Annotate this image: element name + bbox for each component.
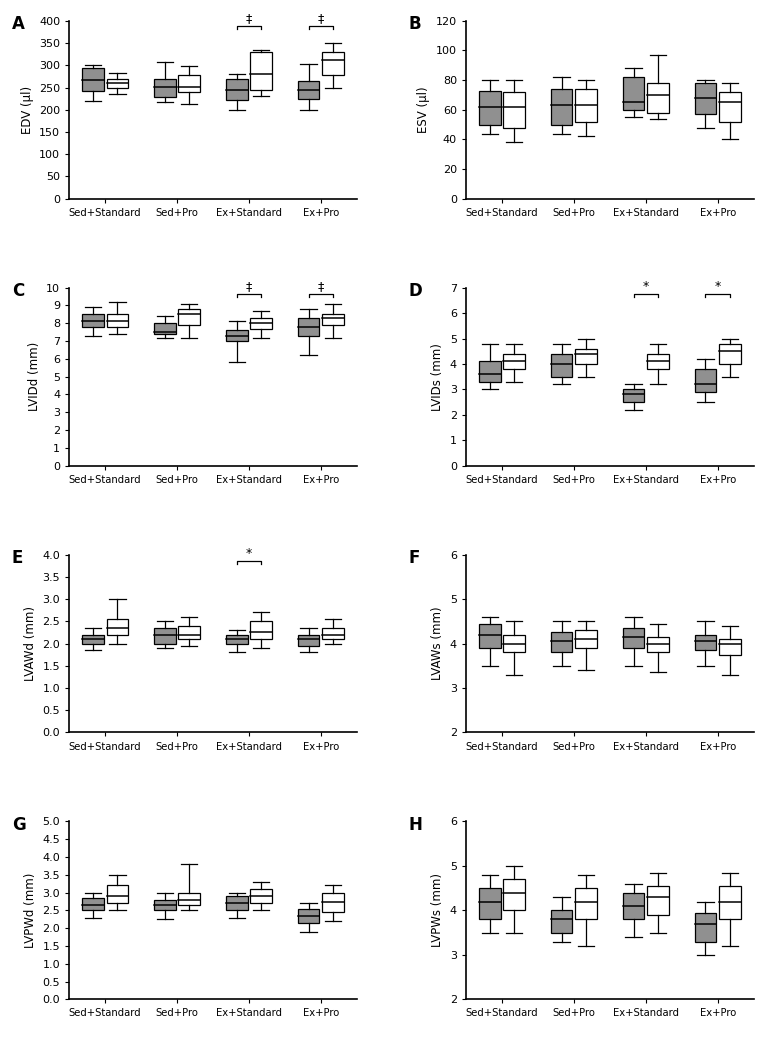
Bar [551, 911, 572, 933]
Text: ‡: ‡ [246, 280, 252, 293]
Bar [82, 314, 104, 327]
Text: *: * [714, 280, 721, 294]
Text: ‡: ‡ [318, 280, 324, 293]
Text: H: H [408, 816, 422, 834]
Bar [719, 344, 741, 364]
Text: F: F [408, 550, 420, 567]
Bar [178, 626, 200, 639]
Y-axis label: LVIDs (mm): LVIDs (mm) [431, 342, 444, 410]
Bar [575, 888, 597, 919]
Y-axis label: LVAWs (mm): LVAWs (mm) [431, 607, 444, 681]
Bar [647, 83, 669, 112]
Bar [251, 621, 272, 639]
Text: ‡: ‡ [246, 12, 252, 25]
Bar [251, 889, 272, 904]
Bar [322, 628, 344, 639]
Bar [226, 896, 248, 911]
Bar [575, 630, 597, 648]
Bar [504, 635, 525, 653]
Bar [82, 635, 104, 643]
Bar [575, 349, 597, 364]
Bar [504, 354, 525, 369]
Bar [251, 318, 272, 329]
Text: D: D [408, 282, 422, 301]
Bar [107, 619, 128, 635]
Bar [479, 888, 501, 919]
Text: ‡: ‡ [318, 12, 324, 25]
Y-axis label: ESV (μl): ESV (μl) [418, 86, 431, 133]
Y-axis label: EDV (μl): EDV (μl) [21, 85, 34, 134]
Bar [251, 52, 272, 90]
Bar [178, 75, 200, 92]
Bar [647, 886, 669, 915]
Y-axis label: LVAWd (mm): LVAWd (mm) [24, 606, 37, 681]
Bar [322, 892, 344, 912]
Bar [82, 69, 104, 91]
Bar [694, 369, 716, 391]
Text: B: B [408, 16, 421, 33]
Bar [551, 354, 572, 377]
Bar [551, 90, 572, 125]
Bar [623, 628, 644, 648]
Bar [298, 909, 319, 923]
Bar [719, 92, 741, 122]
Bar [298, 318, 319, 336]
Bar [504, 880, 525, 911]
Bar [719, 886, 741, 919]
Bar [322, 52, 344, 75]
Bar [551, 632, 572, 653]
Text: A: A [12, 16, 25, 33]
Y-axis label: LVIDd (mm): LVIDd (mm) [28, 342, 41, 411]
Bar [322, 314, 344, 325]
Bar [226, 635, 248, 643]
Bar [647, 637, 669, 653]
Bar [154, 628, 175, 643]
Bar [479, 624, 501, 648]
Bar [154, 324, 175, 334]
Text: G: G [12, 816, 25, 834]
Bar [647, 354, 669, 369]
Bar [107, 79, 128, 87]
Bar [298, 81, 319, 99]
Bar [154, 899, 175, 911]
Bar [719, 639, 741, 655]
Bar [226, 330, 248, 341]
Bar [623, 892, 644, 919]
Bar [226, 79, 248, 100]
Bar [107, 314, 128, 327]
Text: E: E [12, 550, 23, 567]
Bar [694, 913, 716, 941]
Bar [154, 79, 175, 97]
Bar [694, 83, 716, 115]
Bar [298, 635, 319, 645]
Bar [82, 898, 104, 911]
Bar [623, 389, 644, 402]
Bar [504, 92, 525, 128]
Bar [479, 91, 501, 125]
Bar [479, 361, 501, 382]
Bar [694, 635, 716, 651]
Bar [107, 886, 128, 904]
Text: *: * [246, 548, 252, 560]
Bar [623, 77, 644, 109]
Bar [178, 309, 200, 325]
Y-axis label: LVPWd (mm): LVPWd (mm) [24, 872, 37, 948]
Text: *: * [643, 280, 649, 294]
Bar [575, 90, 597, 122]
Text: C: C [12, 282, 24, 301]
Bar [178, 892, 200, 905]
Y-axis label: LVPWs (mm): LVPWs (mm) [431, 873, 444, 947]
